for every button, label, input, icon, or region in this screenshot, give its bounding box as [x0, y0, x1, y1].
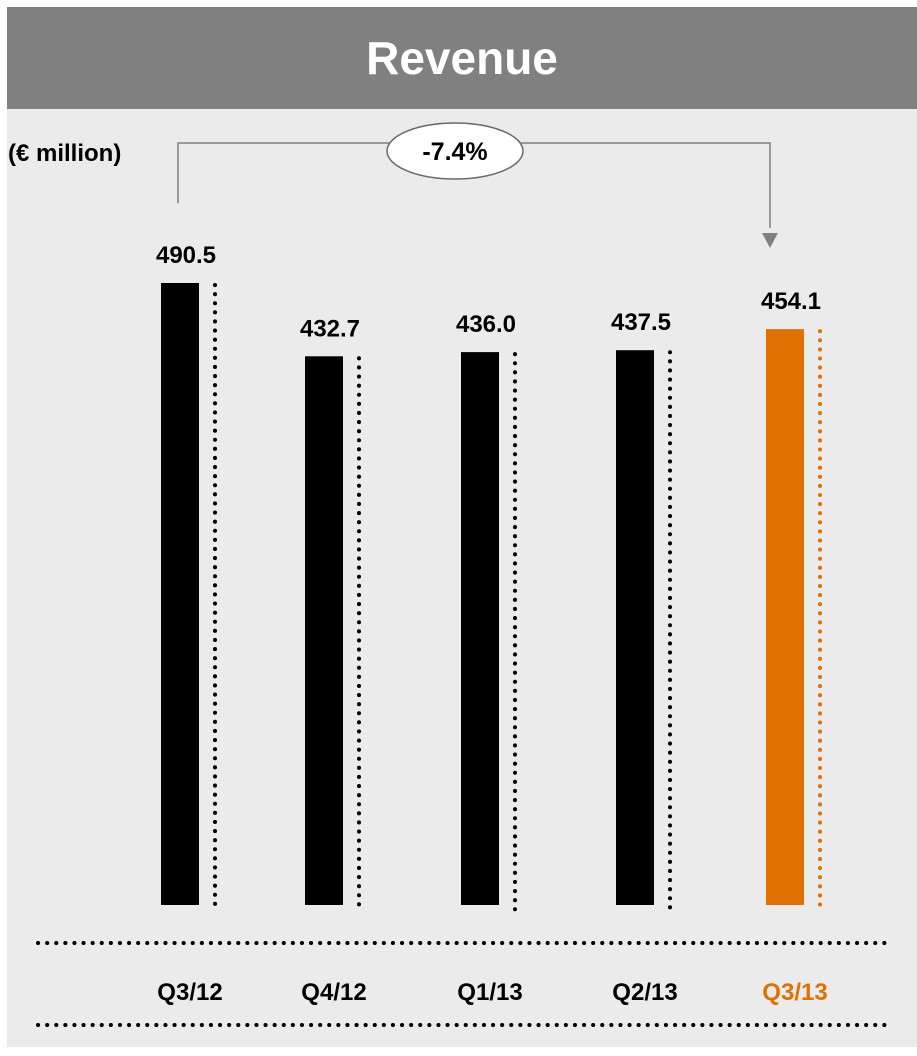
- bar-group: 490.5 Q3/12 432.7 Q4/12 436.0 Q1/13 437.5 Q2/13…: [156, 242, 828, 1006]
- unit-label: (€ million): [8, 140, 122, 167]
- change-badge-label: -7.4%: [422, 138, 487, 166]
- bar-value-label: 437.5: [611, 309, 671, 336]
- bar-q3-12: [161, 283, 199, 905]
- bar-value-label: 490.5: [156, 242, 216, 269]
- bar-value-label: 436.0: [456, 311, 516, 338]
- connector-arrow-icon: [762, 233, 778, 248]
- separator-lines: [36, 941, 890, 1027]
- bar-q4-12: [305, 356, 343, 906]
- bar-value-label: 432.7: [300, 315, 360, 342]
- bar-q2-13: [616, 350, 654, 905]
- category-label: Q4/12: [301, 979, 366, 1006]
- change-badge: [386, 122, 524, 180]
- chart-title: Revenue: [366, 32, 558, 84]
- change-connector: -7.4%: [177, 122, 778, 248]
- bar-q1-13: [461, 352, 499, 906]
- category-label: Q2/13: [612, 979, 677, 1006]
- category-label: Q3/13: [762, 979, 827, 1006]
- bar-value-label: 454.1: [761, 288, 821, 315]
- chart-header: Revenue: [7, 7, 917, 109]
- bar-q3-13: [766, 329, 804, 906]
- category-label: Q1/13: [457, 979, 522, 1006]
- category-label: Q3/12: [157, 979, 222, 1006]
